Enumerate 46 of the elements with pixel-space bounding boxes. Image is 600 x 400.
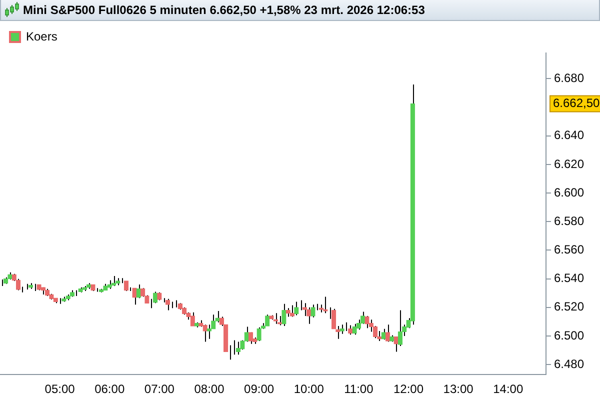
candlestick [381, 328, 386, 340]
y-tick-label: 6.540 [554, 271, 584, 286]
y-tick-label: 6.560 [554, 242, 584, 257]
candlestick [244, 326, 249, 342]
candlestick [16, 278, 21, 291]
candlestick [190, 312, 195, 327]
candlestick [165, 298, 170, 311]
candlestick [394, 336, 398, 352]
y-tick-label: 6.480 [554, 356, 584, 371]
x-tick-label: 08:00 [194, 382, 225, 396]
candlestick [364, 316, 370, 329]
x-tick-label: 11:00 [344, 382, 374, 396]
candlestick [336, 326, 340, 340]
y-tick-label: 6.620 [554, 156, 584, 171]
y-tick-label: 6.640 [554, 128, 584, 142]
candlestick [132, 288, 137, 306]
y-tick-label: 6.680 [554, 71, 584, 86]
candlestick [356, 319, 362, 330]
x-tick-label: 05:00 [44, 382, 76, 396]
candlestick [302, 302, 308, 316]
candlestick [306, 306, 312, 324]
candlestick [331, 308, 336, 330]
x-tick-label: 14:00 [493, 382, 524, 396]
y-tick-label: 6.500 [554, 328, 584, 342]
x-tick-label: 12:00 [393, 382, 424, 396]
candlestick [202, 324, 208, 342]
x-tick-label: 10:00 [294, 382, 324, 396]
x-tick-label: 07:00 [144, 382, 175, 396]
x-tick-label: 06:00 [94, 382, 125, 396]
text: 6.662,50 [553, 96, 600, 110]
x-tick-label: 13:00 [443, 382, 474, 396]
candlestick [136, 284, 141, 299]
y-tick-label: 6.580 [554, 214, 584, 228]
y-tick-label: 6.520 [554, 300, 584, 314]
candlestick [352, 323, 357, 336]
candlestick [282, 303, 286, 327]
x-tick-label: 09:00 [244, 382, 274, 396]
y-tick-label: 6.600 [554, 185, 584, 200]
candlestick [348, 324, 353, 336]
candlestick [206, 324, 212, 340]
candlestick [215, 310, 220, 323]
candlestick [385, 324, 390, 342]
legend-label: Koers [26, 29, 58, 44]
candlestick [294, 301, 299, 316]
chart-title: Mini S&P500 Full0626 5 minuten 6.662,50 +1,58% 23 mrt. 2026 12:06:53 [23, 3, 425, 17]
candlestick [256, 326, 262, 342]
